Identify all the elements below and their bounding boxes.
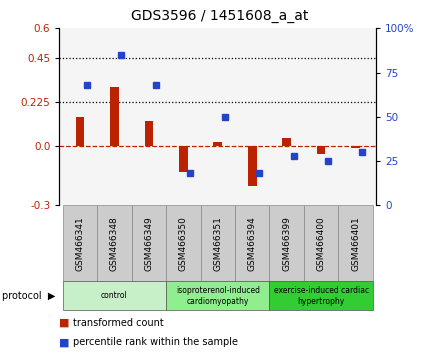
Text: GSM466394: GSM466394 xyxy=(248,216,257,271)
Text: GSM466351: GSM466351 xyxy=(213,216,222,271)
Bar xyxy=(76,117,84,146)
Bar xyxy=(110,87,119,146)
Text: control: control xyxy=(101,291,128,301)
Text: percentile rank within the sample: percentile rank within the sample xyxy=(73,337,238,347)
Text: GSM466399: GSM466399 xyxy=(282,216,291,271)
Text: protocol  ▶: protocol ▶ xyxy=(2,291,55,301)
Bar xyxy=(248,146,257,185)
Text: GSM466349: GSM466349 xyxy=(144,216,154,271)
Bar xyxy=(179,146,188,172)
Text: ■: ■ xyxy=(59,318,70,328)
Text: GSM466341: GSM466341 xyxy=(76,216,84,271)
Text: isoproterenol-induced
cardiomyopathy: isoproterenol-induced cardiomyopathy xyxy=(176,286,260,306)
Text: ■: ■ xyxy=(59,337,70,347)
Text: GSM466400: GSM466400 xyxy=(317,216,326,271)
Bar xyxy=(213,142,222,146)
Text: exercise-induced cardiac
hypertrophy: exercise-induced cardiac hypertrophy xyxy=(274,286,369,306)
Text: GDS3596 / 1451608_a_at: GDS3596 / 1451608_a_at xyxy=(131,9,309,23)
Text: GSM466350: GSM466350 xyxy=(179,216,188,271)
Text: transformed count: transformed count xyxy=(73,318,163,328)
Text: GSM466348: GSM466348 xyxy=(110,216,119,271)
Bar xyxy=(317,146,326,154)
Bar xyxy=(145,121,153,146)
Bar xyxy=(351,146,360,148)
Bar xyxy=(282,138,291,146)
Text: GSM466401: GSM466401 xyxy=(351,216,360,271)
